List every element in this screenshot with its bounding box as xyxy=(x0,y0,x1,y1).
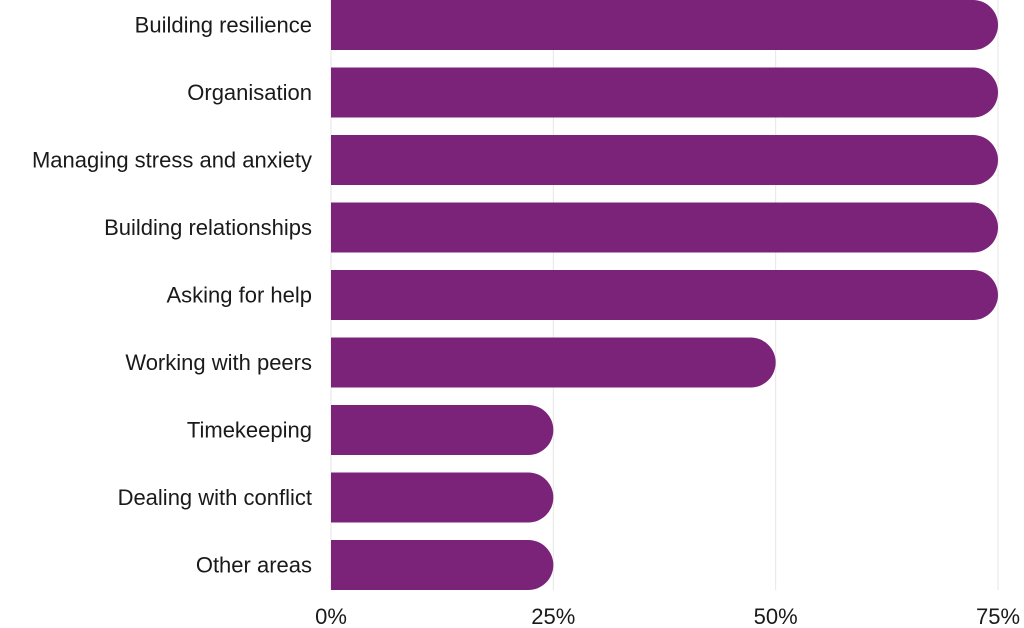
x-axis-tick-labels: 0% 25% 50% 75% xyxy=(315,604,1020,628)
bar xyxy=(331,540,554,590)
category-label: Timekeeping xyxy=(187,418,312,443)
category-labels: Building resilience Organisation Managing … xyxy=(32,13,312,578)
bar xyxy=(331,0,998,50)
x-tick-label: 25% xyxy=(531,604,575,628)
category-label: Building relationships xyxy=(104,215,312,240)
category-label: Managing stress and anxiety xyxy=(32,148,312,173)
category-label: Organisation xyxy=(187,80,312,105)
bar xyxy=(331,270,998,320)
bar xyxy=(331,135,998,185)
x-tick-label: 50% xyxy=(754,604,798,628)
x-tick-label: 75% xyxy=(976,604,1020,628)
bar xyxy=(331,337,776,388)
x-tick-label: 0% xyxy=(315,604,347,628)
category-label: Other areas xyxy=(196,553,312,578)
bar xyxy=(331,202,998,253)
category-label: Working with peers xyxy=(125,350,312,375)
bar xyxy=(331,67,998,118)
bars xyxy=(331,0,998,590)
category-label: Building resilience xyxy=(135,13,312,38)
category-label: Asking for help xyxy=(166,283,312,308)
category-label: Dealing with conflict xyxy=(118,485,312,510)
bar xyxy=(331,404,554,455)
bar xyxy=(331,472,554,523)
